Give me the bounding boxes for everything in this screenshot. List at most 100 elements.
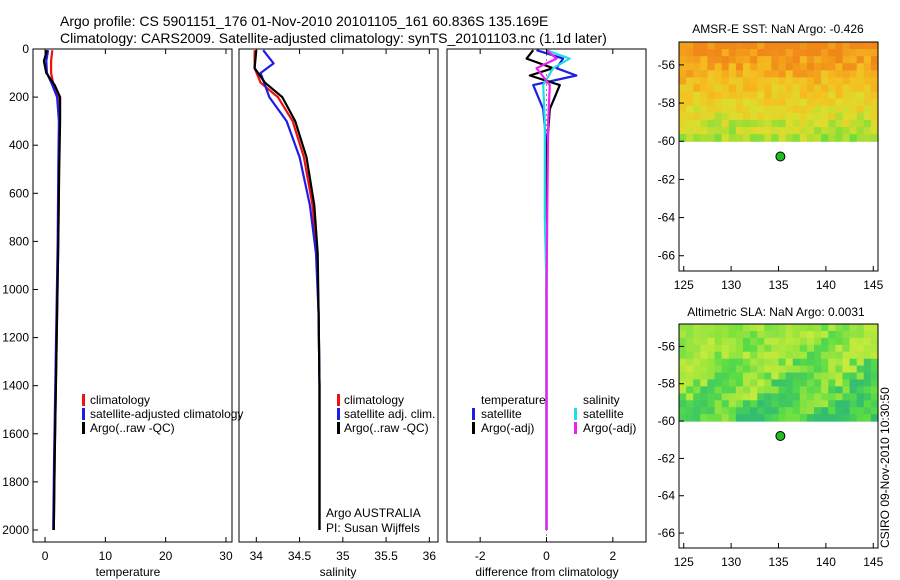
heatmap-cell: [757, 414, 765, 422]
csiro-timestamp: CSIRO 09-Nov-2010 10:30:50: [878, 387, 892, 548]
y-tick-label: 1600: [2, 427, 29, 441]
heatmap-cell: [679, 77, 687, 86]
heatmap-cell: [842, 77, 851, 86]
heatmap-cell: [707, 49, 716, 57]
heatmap-cell: [686, 63, 694, 71]
heatmap-cell: [778, 414, 787, 422]
heatmap-cell: [778, 105, 787, 114]
heatmap-cell: [792, 344, 801, 353]
heatmap-cell: [792, 351, 801, 360]
heatmap-cell: [707, 358, 716, 367]
heatmap-cell: [863, 372, 872, 381]
heatmap-cell: [764, 358, 772, 367]
heatmap-cell: [714, 42, 723, 50]
difference-legend-salinity-title: salinity: [583, 393, 620, 407]
x-tick-label: 125: [674, 555, 694, 569]
heatmap-cell: [728, 105, 737, 114]
temperature-axes-frame: [32, 48, 233, 543]
y-tick-label: 1800: [2, 475, 29, 489]
heatmap-cell: [814, 105, 822, 114]
heatmap-cell: [679, 70, 687, 79]
heatmap-cell: [856, 414, 865, 422]
y-tick-label: 1200: [2, 331, 29, 345]
heatmap-cell: [814, 112, 822, 121]
heatmap-cell: [771, 324, 780, 332]
heatmap-cell: [750, 98, 758, 107]
heatmap-cell: [742, 393, 751, 401]
heatmap-cell: [835, 372, 844, 381]
heatmap-cell: [814, 70, 822, 79]
heatmap-cell: [856, 70, 865, 79]
heatmap-cell: [735, 127, 744, 135]
heatmap-cell: [778, 358, 787, 367]
heatmap-cell: [707, 324, 716, 332]
heatmap-cell: [863, 56, 872, 64]
heatmap-cell: [835, 351, 844, 360]
heatmap-cell: [821, 56, 829, 64]
heatmap-cell: [714, 70, 723, 79]
heatmap-cell: [757, 84, 765, 93]
heatmap-cell: [735, 84, 744, 93]
heatmap-cell: [700, 84, 709, 93]
heatmap-cell: [721, 112, 730, 121]
heatmap-cell: [863, 365, 872, 374]
heatmap-cell: [750, 77, 758, 86]
series-line-argo-raw-qc: [42, 49, 62, 531]
heatmap-cell: [842, 407, 851, 415]
heatmap-cell: [757, 134, 765, 142]
heatmap-cell: [728, 407, 737, 415]
heatmap-cell: [742, 358, 751, 367]
heatmap-cell: [742, 84, 751, 93]
heatmap-cell: [693, 337, 701, 346]
heatmap-cell: [806, 98, 815, 107]
x-tick-label: 0: [543, 549, 550, 563]
difference-legend-temp-satellite: satellite: [481, 407, 522, 421]
heatmap-cell: [735, 77, 744, 86]
heatmap-cell: [806, 365, 815, 374]
heatmap-cell: [679, 84, 687, 93]
heatmap-cell: [735, 351, 744, 360]
legend-swatch-temp-argo: [472, 422, 475, 434]
heatmap-cell: [764, 49, 772, 57]
y-tick-label: 800: [9, 234, 29, 248]
heatmap-cell: [806, 134, 815, 142]
salinity-legend-satellite-adj: satellite adj. clim.: [344, 407, 435, 421]
heatmap-cell: [870, 324, 879, 332]
sst-argo-position-marker: [775, 151, 786, 162]
heatmap-cell: [700, 407, 709, 415]
heatmap-cell: [856, 56, 865, 64]
heatmap-cell: [856, 84, 865, 93]
heatmap-cell: [707, 400, 716, 408]
heatmap-cell: [821, 70, 829, 79]
heatmap-cell: [814, 98, 822, 107]
heatmap-cell: [679, 49, 687, 57]
heatmap-cell: [814, 63, 822, 71]
heatmap-cell: [849, 379, 858, 387]
y-tick-label: -56: [658, 339, 676, 353]
heatmap-cell: [849, 84, 858, 93]
heatmap-cell: [757, 98, 765, 107]
heatmap-cell: [814, 324, 822, 332]
y-tick-label: -64: [658, 489, 676, 503]
heatmap-cell: [863, 386, 872, 394]
heatmap-cell: [785, 84, 794, 93]
heatmap-cell: [714, 112, 723, 121]
heatmap-cell: [693, 134, 701, 142]
heatmap-cell: [735, 42, 744, 50]
heatmap-cell: [757, 63, 765, 71]
heatmap-cell: [764, 112, 772, 121]
heatmap-cell: [707, 105, 716, 114]
heatmap-cell: [721, 358, 730, 367]
heatmap-cell: [856, 77, 865, 86]
heatmap-cell: [700, 365, 709, 374]
x-tick-label: 34.5: [288, 549, 312, 563]
heatmap-cell: [814, 330, 822, 339]
heatmap-cell: [870, 91, 879, 100]
x-tick-label: 145: [863, 278, 883, 292]
heatmap-cell: [863, 379, 872, 387]
heatmap-cell: [728, 119, 737, 128]
heatmap-cell: [799, 91, 808, 100]
heatmap-cell: [792, 324, 801, 332]
heatmap-cell: [700, 112, 709, 121]
temperature-xlabel: temperature: [96, 565, 161, 579]
